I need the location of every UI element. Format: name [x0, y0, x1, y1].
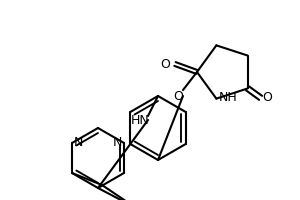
Text: HN: HN [130, 114, 149, 127]
Text: NH: NH [218, 91, 237, 104]
Text: O: O [173, 90, 183, 102]
Text: O: O [262, 91, 272, 104]
Text: O: O [160, 58, 170, 71]
Text: N: N [112, 136, 122, 150]
Text: N: N [74, 136, 83, 150]
